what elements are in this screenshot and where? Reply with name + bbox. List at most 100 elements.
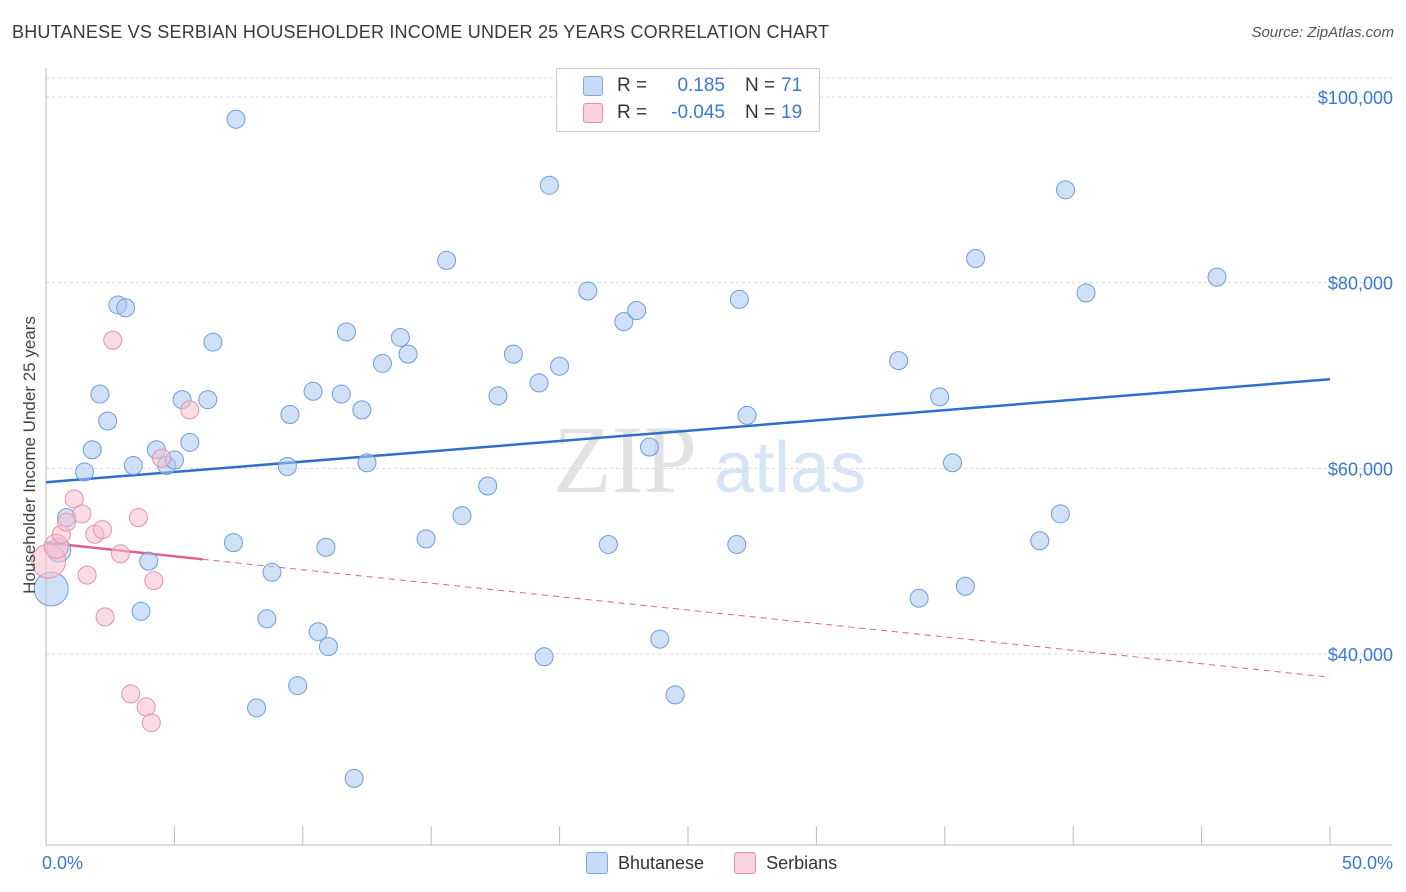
point-bhutanese	[1076, 283, 1096, 303]
point-bhutanese	[288, 676, 308, 696]
y-tick-label: $40,000	[1328, 645, 1393, 665]
point-serbians	[77, 565, 97, 585]
axis-labels: $40,000 $60,000 $80,000 $100,000 0.0% 50.0%	[42, 88, 1393, 873]
point-bhutanese	[627, 301, 647, 321]
point-bhutanese	[889, 351, 909, 371]
point-bhutanese	[1207, 267, 1227, 287]
point-serbians	[180, 400, 200, 420]
x-tick-label-max: 50.0%	[1342, 853, 1393, 873]
point-bhutanese	[372, 353, 392, 373]
y-tick-label: $100,000	[1318, 88, 1393, 108]
point-bhutanese	[390, 327, 410, 347]
point-bhutanese	[318, 637, 338, 657]
point-bhutanese	[1050, 504, 1070, 524]
point-bhutanese	[650, 629, 670, 649]
watermark: ZIP atlas	[553, 406, 866, 513]
point-bhutanese	[90, 384, 110, 404]
point-serbians	[144, 571, 164, 591]
legend-n-value: 71	[781, 75, 803, 96]
point-bhutanese	[303, 381, 323, 401]
point-bhutanese	[665, 685, 685, 705]
legend-swatch-serbians	[734, 852, 757, 874]
point-bhutanese	[398, 344, 418, 364]
data-points	[31, 109, 1227, 788]
point-bhutanese	[943, 453, 963, 473]
chart-title: BHUTANESE VS SERBIAN HOUSEHOLDER INCOME …	[12, 22, 830, 42]
legend-r-value: -0.045	[671, 102, 725, 123]
point-bhutanese	[534, 647, 554, 667]
point-bhutanese	[737, 405, 757, 425]
point-bhutanese	[478, 476, 498, 496]
y-tick-label: $80,000	[1328, 274, 1393, 294]
point-bhutanese	[930, 387, 950, 407]
legend-r-value: 0.185	[677, 75, 725, 96]
point-bhutanese	[139, 551, 159, 571]
point-bhutanese	[331, 384, 351, 404]
legend-n-label: N =	[745, 102, 776, 123]
point-serbians	[141, 713, 161, 733]
point-bhutanese	[75, 462, 95, 482]
legend-row-bhutanese: R = 0.185 N = 71	[583, 73, 802, 99]
axes	[45, 68, 1392, 846]
point-bhutanese	[123, 456, 143, 476]
point-bhutanese	[226, 109, 246, 129]
point-bhutanese	[416, 529, 436, 549]
point-serbians	[103, 330, 123, 350]
point-bhutanese	[203, 332, 223, 352]
point-serbians	[92, 520, 112, 540]
point-bhutanese	[529, 373, 549, 393]
point-bhutanese	[578, 281, 598, 301]
point-bhutanese	[247, 698, 267, 718]
gridlines	[46, 77, 1392, 655]
point-bhutanese	[909, 588, 929, 608]
trend-line-serbians-extended	[202, 558, 1331, 678]
point-bhutanese	[598, 534, 618, 554]
point-serbians	[121, 684, 141, 704]
point-bhutanese	[131, 601, 151, 621]
legend-row-serbians: R = -0.045 N = 19	[583, 100, 802, 126]
legend-label-serbians: Serbians	[766, 852, 838, 873]
series-legend: Bhutanese Serbians	[586, 852, 867, 874]
point-bhutanese	[437, 250, 457, 270]
point-bhutanese	[503, 344, 523, 364]
point-bhutanese	[277, 456, 297, 476]
y-axis-label: Householder Income Under 25 years	[20, 316, 39, 594]
point-bhutanese	[1030, 531, 1050, 551]
point-bhutanese	[727, 534, 747, 554]
point-serbians	[72, 504, 92, 524]
point-bhutanese	[180, 432, 200, 452]
legend-n-value: 19	[781, 102, 803, 123]
legend-item-bhutanese[interactable]: Bhutanese	[586, 852, 704, 874]
point-bhutanese	[1055, 180, 1075, 200]
legend-item-serbians[interactable]: Serbians	[734, 852, 837, 874]
point-bhutanese	[262, 562, 282, 582]
legend-swatch-serbians	[583, 103, 603, 123]
point-bhutanese	[82, 440, 102, 460]
legend-swatch-bhutanese	[583, 76, 603, 96]
legend-r-label: R =	[617, 75, 648, 96]
x-tick-label-min: 0.0%	[42, 853, 83, 873]
point-bhutanese	[488, 386, 508, 406]
point-bhutanese	[316, 537, 336, 557]
point-bhutanese	[452, 506, 472, 526]
point-bhutanese	[639, 437, 659, 457]
point-serbians	[128, 508, 148, 528]
legend-r-label: R =	[617, 102, 648, 123]
point-bhutanese	[344, 768, 364, 788]
point-bhutanese	[550, 356, 570, 376]
point-bhutanese	[955, 576, 975, 596]
point-serbians	[64, 489, 84, 509]
point-serbians	[110, 544, 130, 564]
legend-n-label: N =	[745, 75, 776, 96]
point-serbians	[95, 607, 115, 627]
point-bhutanese	[614, 312, 634, 332]
point-bhutanese	[257, 609, 277, 629]
point-bhutanese	[116, 298, 136, 318]
point-bhutanese	[223, 533, 243, 553]
watermark-atlas: atlas	[714, 428, 866, 508]
point-bhutanese	[336, 322, 356, 342]
point-bhutanese	[966, 249, 986, 269]
point-bhutanese	[729, 289, 749, 309]
watermark-zip: ZIP	[553, 406, 697, 513]
point-serbians	[136, 697, 156, 717]
